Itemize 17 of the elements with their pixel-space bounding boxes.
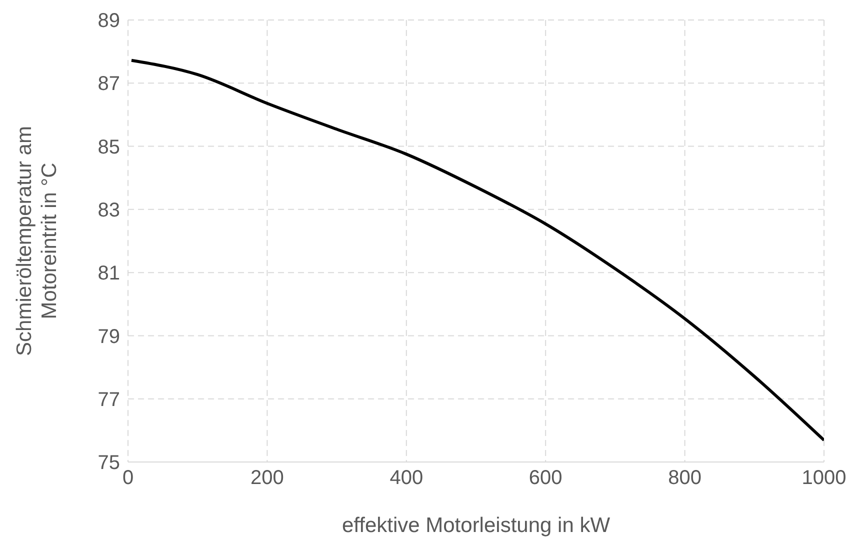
line-series <box>130 58 824 442</box>
x-tick-label: 0 <box>122 467 134 490</box>
x-tick-label: 400 <box>390 467 424 490</box>
y-tick-label: 87 <box>98 73 120 96</box>
y-axis-title: Schmieröltemperatur am Motoreintrit in °C <box>13 126 61 356</box>
y-tick-label: 89 <box>98 10 120 32</box>
x-tick-label: 200 <box>250 467 284 490</box>
x-tick-label: 800 <box>668 467 702 490</box>
y-tick-label: 81 <box>98 262 120 285</box>
y-tick-label: 77 <box>98 388 120 411</box>
y-tick-label: 85 <box>98 136 120 158</box>
x-tick-label: 600 <box>528 467 562 490</box>
y-tick-label: 79 <box>98 326 120 348</box>
y-tick-label: 75 <box>98 452 120 474</box>
x-tick-label: 1000 <box>802 467 846 490</box>
x-axis-title: effektive Motorleistung in kW <box>342 514 610 537</box>
y-tick-label: 83 <box>98 200 120 222</box>
